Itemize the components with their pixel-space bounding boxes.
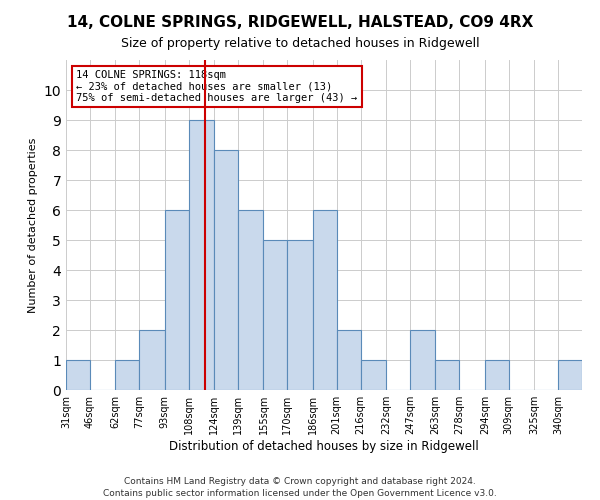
Bar [115, 360, 139, 390]
X-axis label: Distribution of detached houses by size in Ridgewell: Distribution of detached houses by size … [169, 440, 479, 453]
Bar [214, 150, 238, 390]
Bar [485, 360, 509, 390]
Bar [188, 120, 214, 390]
Bar [558, 360, 582, 390]
Bar [361, 360, 386, 390]
Bar [263, 240, 287, 390]
Bar [313, 210, 337, 390]
Bar [410, 330, 436, 390]
Bar [165, 210, 188, 390]
Text: Contains public sector information licensed under the Open Government Licence v3: Contains public sector information licen… [103, 488, 497, 498]
Text: Size of property relative to detached houses in Ridgewell: Size of property relative to detached ho… [121, 38, 479, 51]
Bar [238, 210, 263, 390]
Bar [66, 360, 90, 390]
Bar [337, 330, 361, 390]
Bar [139, 330, 165, 390]
Bar [287, 240, 313, 390]
Text: Contains HM Land Registry data © Crown copyright and database right 2024.: Contains HM Land Registry data © Crown c… [124, 477, 476, 486]
Y-axis label: Number of detached properties: Number of detached properties [28, 138, 38, 312]
Bar [436, 360, 460, 390]
Text: 14 COLNE SPRINGS: 118sqm
← 23% of detached houses are smaller (13)
75% of semi-d: 14 COLNE SPRINGS: 118sqm ← 23% of detach… [76, 70, 358, 103]
Text: 14, COLNE SPRINGS, RIDGEWELL, HALSTEAD, CO9 4RX: 14, COLNE SPRINGS, RIDGEWELL, HALSTEAD, … [67, 15, 533, 30]
